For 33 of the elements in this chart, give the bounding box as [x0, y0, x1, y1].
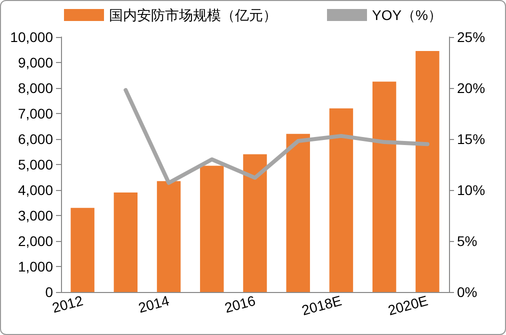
bar [200, 166, 224, 292]
y-tick-label: 4,000 [18, 182, 54, 198]
x-tick-label: 2018E [300, 292, 344, 318]
y-tick-label: 7,000 [18, 106, 54, 122]
bar [114, 192, 138, 292]
y2-tick-label: 0% [457, 284, 478, 300]
y-tick-label: 8,000 [18, 80, 54, 96]
y2-tick-label: 25% [457, 29, 486, 45]
line-series [124, 88, 430, 185]
y-tick-label: 1,000 [18, 258, 54, 274]
y-tick-label: 10,000 [10, 29, 54, 45]
legend-label: 国内安防市场规模（亿元） [108, 7, 277, 23]
y2-tick-label: 5% [457, 233, 478, 249]
y-tick-label: 0 [45, 284, 54, 300]
bar [286, 134, 310, 292]
x-tick-label: 2016 [222, 292, 258, 316]
bar [156, 181, 181, 292]
y2-tick-label: 15% [457, 131, 486, 147]
bar [243, 154, 267, 292]
bar [372, 82, 396, 292]
y2-tick-label: 20% [457, 80, 486, 96]
y-tick-label: 2,000 [18, 233, 54, 249]
bar [329, 108, 354, 292]
y-tick-label: 6,000 [18, 131, 54, 147]
y2-tick-label: 10% [457, 182, 486, 198]
bar [416, 51, 440, 292]
legend-label: YOY（%） [372, 7, 442, 23]
y-tick-label: 9,000 [18, 54, 54, 70]
x-tick-label: 2020E [386, 292, 430, 318]
x-tick-label: 2014 [136, 292, 172, 316]
bar [70, 208, 94, 292]
y-tick-label: 5,000 [18, 156, 54, 172]
y-tick-label: 3,000 [18, 208, 54, 224]
